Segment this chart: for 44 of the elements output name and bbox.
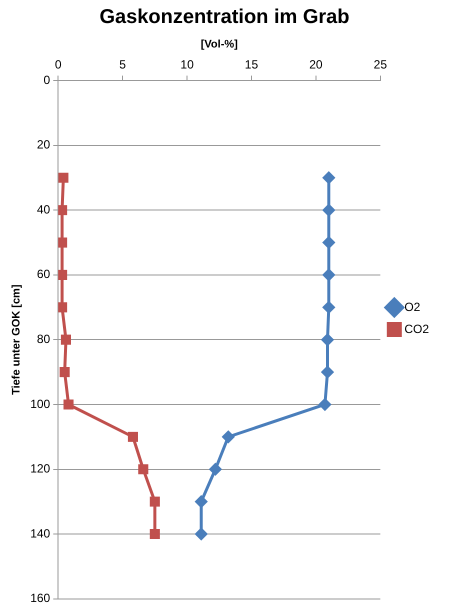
x-tick-label: 20: [309, 58, 323, 72]
point: [322, 236, 335, 249]
y-tick-label: 0: [44, 72, 51, 87]
y-tick-label: 40: [36, 202, 51, 216]
legend-label: CO2: [404, 322, 430, 336]
point: [322, 366, 334, 378]
point: [322, 268, 335, 281]
point: [322, 334, 334, 346]
point: [222, 430, 234, 443]
y-tick-label: 20: [36, 138, 51, 152]
point: [318, 398, 331, 410]
point: [195, 496, 208, 508]
point: [322, 301, 335, 314]
y-tick-label: 160: [30, 591, 51, 606]
x-tick-label: 10: [180, 58, 194, 72]
y-tick-label: 60: [36, 267, 51, 282]
point: [58, 238, 68, 248]
point: [150, 528, 160, 540]
point: [60, 367, 70, 378]
chart-title: Gaskonzentration im Grab: [98, 6, 351, 29]
point: [58, 205, 68, 216]
point: [58, 172, 68, 183]
point: [322, 204, 335, 216]
point: [138, 464, 148, 474]
y-tick-label: 80: [36, 332, 51, 346]
legend-label: O2: [404, 300, 421, 314]
y-tick-label: 100: [30, 396, 51, 411]
y-tick-label: 120: [30, 462, 51, 476]
x-tick-label: 15: [244, 58, 258, 72]
point: [58, 302, 68, 312]
point: [58, 270, 68, 280]
point: [195, 528, 208, 540]
y-tick-label: 140: [30, 526, 51, 540]
point: [322, 172, 335, 184]
point: [63, 399, 74, 410]
point: [128, 432, 138, 442]
point: [60, 334, 71, 345]
x-tick-label: 5: [119, 58, 126, 72]
x-axis-title: [Vol-%]: [200, 38, 238, 51]
x-tick-label: 0: [54, 58, 62, 72]
y-axis-title: Tiefe unter GOK [cm]: [10, 284, 23, 395]
point: [209, 463, 222, 476]
point: [150, 496, 160, 507]
x-tick-label: 25: [374, 58, 388, 72]
